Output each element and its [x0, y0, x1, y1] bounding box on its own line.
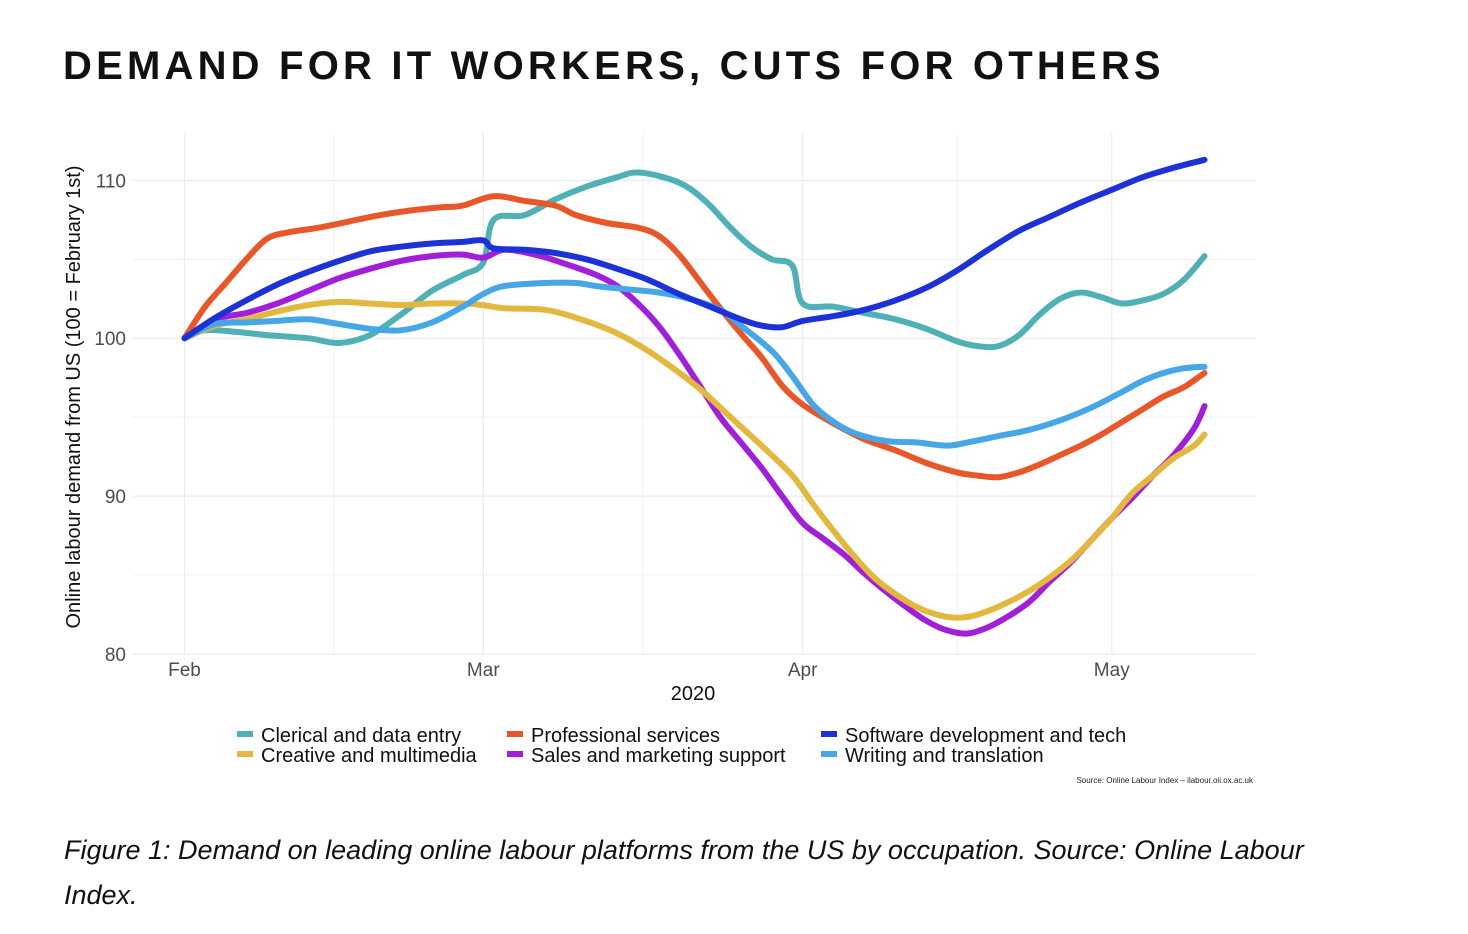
series-layer [181, 156, 1208, 637]
legend-label: Professional services [531, 725, 720, 747]
series-line-clerical-and-data-entry [181, 169, 1208, 351]
grid-major [133, 133, 1256, 655]
y-axis-title: Online labour demand from US (100 = Febr… [63, 166, 85, 629]
series-line-creative-and-multimedia [181, 298, 1208, 621]
source-note: Source: Online Labour Index – ilabour.oi… [1076, 776, 1254, 785]
figure-caption: Figure 1: Demand on leading online labou… [64, 835, 1304, 910]
x-axis-title: 2020 [671, 683, 716, 705]
series-line-software-development-and-tech [181, 156, 1208, 342]
legend-label: Creative and multimedia [261, 745, 478, 767]
y-tick-label: 110 [96, 171, 126, 192]
legend-item: Software development and tech [821, 725, 1126, 747]
series-line-professional-services [181, 193, 1208, 481]
legend-item: Sales and marketing support [507, 745, 786, 767]
x-tick-label: Apr [788, 660, 818, 681]
grid-minor [133, 133, 1256, 654]
legend-item: Creative and multimedia [237, 745, 478, 767]
x-tick-label: Feb [168, 660, 201, 681]
x-tick-label: May [1094, 660, 1130, 681]
legend-item: Clerical and data entry [237, 725, 461, 747]
x-tick-label: Mar [467, 660, 500, 681]
page-title: DEMAND FOR IT WORKERS, CUTS FOR OTHERS [63, 44, 1165, 88]
legend-label: Software development and tech [845, 725, 1126, 747]
y-axis-ticks: 80 90 100 110 [94, 171, 126, 666]
legend-item: Professional services [507, 725, 720, 747]
y-tick-label: 90 [105, 487, 126, 508]
y-tick-label: 100 [94, 329, 126, 350]
x-axis-ticks: Feb Mar Apr May [168, 660, 1130, 681]
legend-label: Sales and marketing support [531, 745, 786, 767]
legend: Clerical and data entry Professional serv… [237, 725, 1126, 767]
legend-item: Writing and translation [821, 745, 1044, 767]
legend-label: Clerical and data entry [261, 725, 461, 747]
y-tick-label: 80 [105, 645, 126, 666]
legend-label: Writing and translation [845, 745, 1044, 767]
